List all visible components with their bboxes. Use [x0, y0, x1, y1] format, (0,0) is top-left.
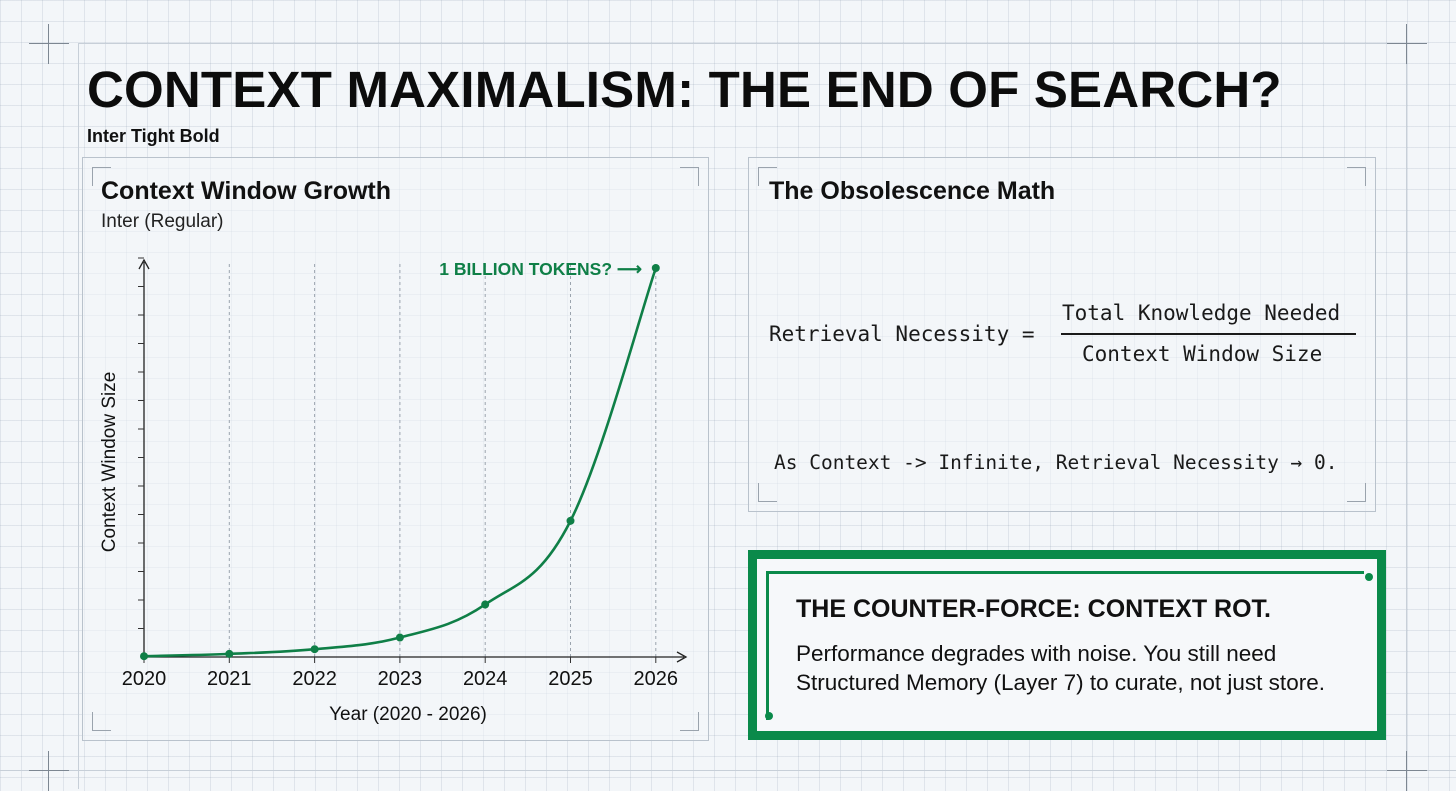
series-line	[143, 267, 658, 658]
x-axis-arrow	[676, 651, 688, 663]
equation-numerator: Total Knowledge Needed	[1062, 301, 1341, 325]
data-point	[566, 516, 575, 525]
y-axis-arrow	[138, 258, 150, 270]
callout-inner-border	[766, 571, 1364, 720]
chart-gridlines	[228, 262, 657, 657]
callout-dot-bottom	[765, 712, 773, 720]
x-tick-label: 2023	[378, 668, 423, 690]
frame-top-line	[78, 43, 1408, 44]
chart-ticks	[138, 257, 657, 663]
data-point	[140, 652, 148, 661]
chart-axes	[138, 258, 688, 663]
page-title: CONTEXT MAXIMALISM: THE END OF SEARCH?	[87, 61, 1282, 118]
context-growth-panel: Context Window Growth Inter (Regular)	[82, 157, 709, 741]
data-point	[310, 645, 319, 654]
corner-mark	[92, 167, 111, 186]
corner-mark	[758, 483, 777, 502]
corner-mark	[680, 712, 699, 731]
math-panel-title: The Obsolescence Math	[769, 177, 1056, 205]
chart-panel-subtitle: Inter (Regular)	[101, 211, 224, 232]
crosshair-bottom-left	[29, 751, 69, 791]
x-tick-label: 2020	[122, 668, 167, 690]
x-tick-label: 2024	[463, 668, 508, 690]
crosshair-top-left	[29, 24, 69, 64]
title-font-note: Inter Tight Bold	[87, 126, 220, 146]
chart-points	[140, 264, 660, 661]
corner-mark	[1347, 483, 1366, 502]
y-axis-label: Context Window Size	[99, 372, 120, 553]
callout-body: Performance degrades with noise. You sti…	[796, 641, 1325, 695]
chart-panel-title: Context Window Growth	[101, 177, 392, 205]
x-tick-label: 2021	[207, 668, 252, 690]
frame-right-line	[1406, 43, 1407, 789]
counter-force-callout: THE COUNTER-FORCE: CONTEXT ROT. Performa…	[748, 550, 1386, 740]
corner-mark	[758, 167, 777, 186]
data-point	[395, 633, 404, 642]
crosshair-top-right	[1387, 24, 1427, 64]
data-point	[225, 649, 234, 658]
equation-lhs: Retrieval Necessity =	[769, 322, 1035, 346]
data-point	[651, 264, 660, 272]
x-tick-label: 2026	[634, 668, 679, 690]
x-tick-label: 2025	[548, 668, 593, 690]
corner-mark	[1347, 167, 1366, 186]
billion-tokens-annotation: 1 BILLION TOKENS? ⟶	[439, 259, 643, 279]
data-point	[481, 600, 490, 609]
x-tick-label: 2022	[292, 668, 337, 690]
callout-dot-top	[1365, 573, 1373, 581]
frame-left-line	[78, 43, 79, 789]
corner-mark	[680, 167, 699, 186]
crosshair-bottom-right	[1387, 751, 1427, 791]
chart-tick-labels: 2020 2021 2022 2023 2024 2025 2026	[122, 668, 678, 690]
corner-mark	[92, 712, 111, 731]
x-axis-label: Year (2020 - 2026)	[329, 704, 487, 725]
limit-statement: As Context -> Infinite, Retrieval Necess…	[774, 451, 1338, 474]
obsolescence-math-panel: The Obsolescence Math Retrieval Necessit…	[748, 157, 1376, 512]
equation-denominator: Context Window Size	[1082, 342, 1323, 366]
callout-title: THE COUNTER-FORCE: CONTEXT ROT.	[796, 595, 1271, 623]
fraction-bar	[1061, 333, 1356, 335]
frame-bottom-line	[0, 770, 1456, 771]
